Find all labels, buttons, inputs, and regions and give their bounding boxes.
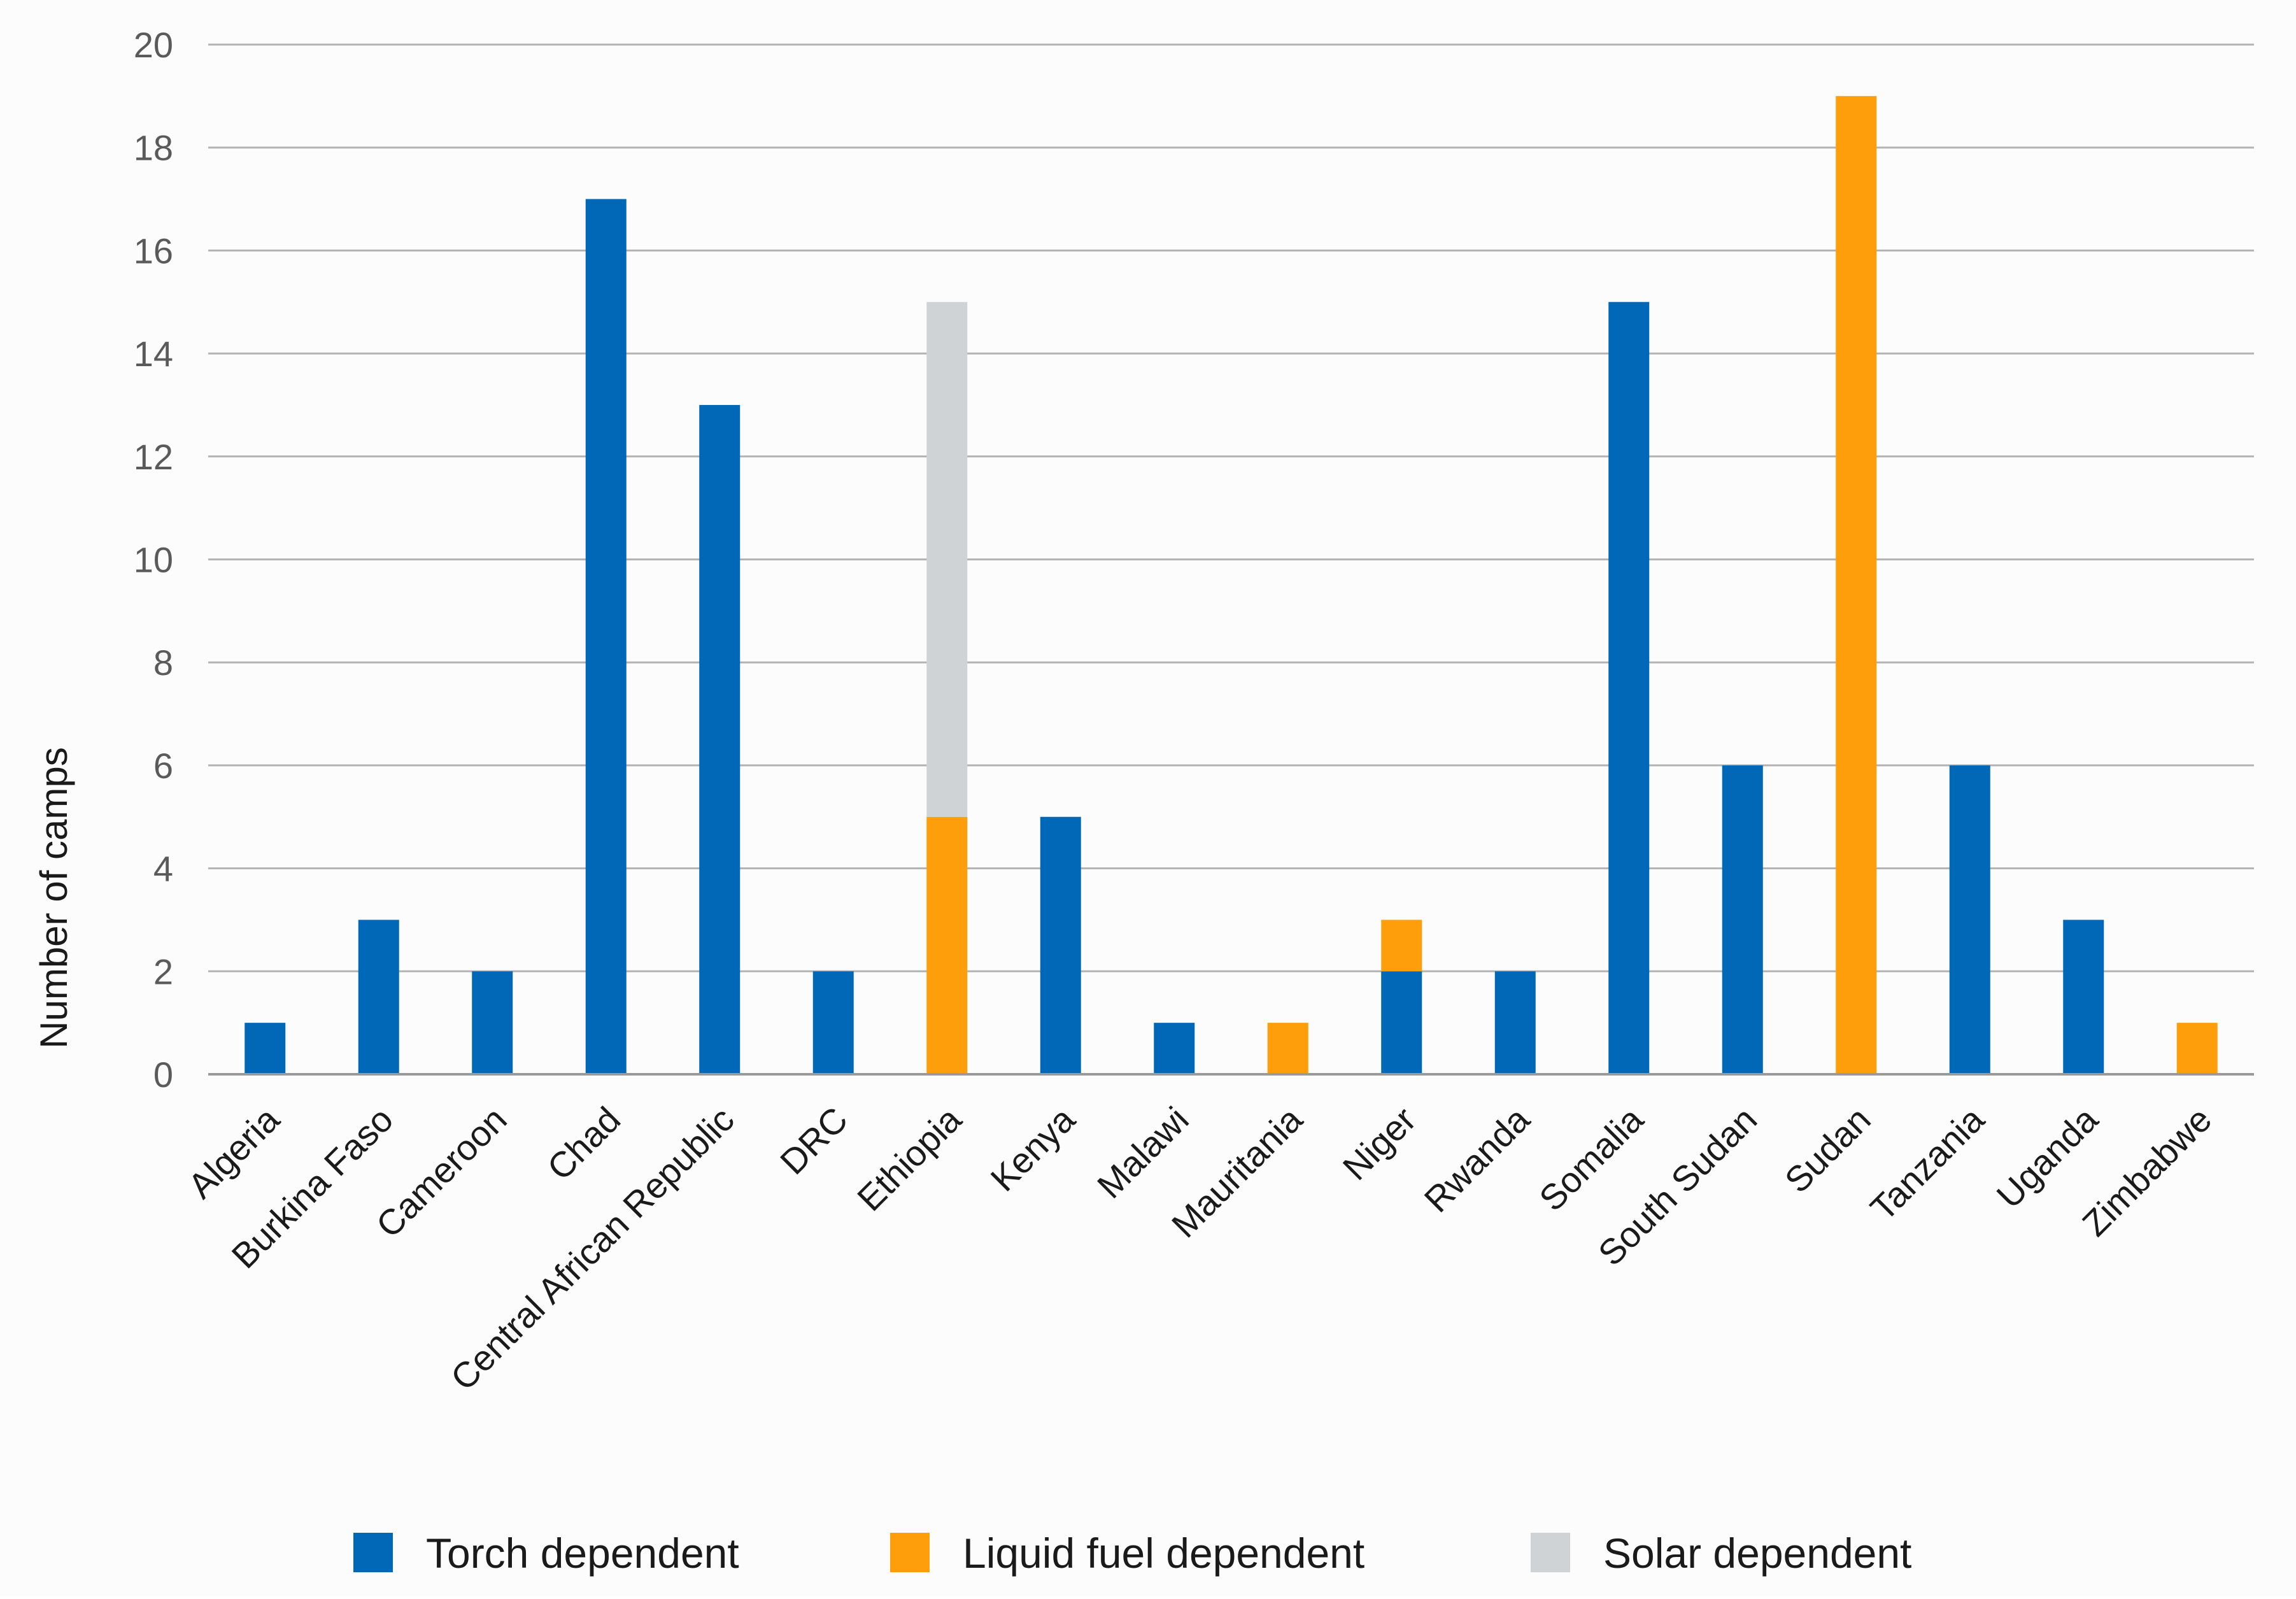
bar-segment	[1381, 971, 1422, 1074]
bar-segment	[244, 1023, 286, 1074]
bar-segment	[358, 920, 399, 1074]
bar-segment	[1040, 816, 1081, 1074]
legend-label: Liquid fuel dependent	[963, 1530, 1364, 1577]
x-category-label: Chad	[539, 1099, 628, 1188]
bar-segment	[585, 199, 627, 1074]
bar-segment	[699, 404, 741, 1075]
bar-segment	[926, 302, 968, 817]
y-tick-label: 14	[134, 334, 173, 374]
bar-segment	[1949, 765, 1990, 1074]
bar-segment	[1836, 96, 1877, 1075]
x-category-label: Somalia	[1531, 1098, 1651, 1218]
legend: Torch dependent Liquid fuel dependent Sola…	[353, 1530, 1911, 1577]
legend-label: Torch dependent	[426, 1530, 739, 1577]
y-tick-label: 10	[134, 540, 173, 580]
y-tick-label: 20	[134, 25, 173, 65]
legend-swatch	[1531, 1533, 1570, 1572]
x-category-label: Uganda	[1988, 1098, 2106, 1216]
y-tick-label: 6	[153, 746, 173, 786]
y-axis-title: Number of camps	[32, 747, 75, 1049]
gridlines	[208, 43, 2254, 972]
bar-segment	[1722, 765, 1763, 1074]
bar-segment	[2063, 920, 2104, 1074]
x-category-label: Tanzania	[1862, 1098, 1992, 1228]
legend-swatch	[890, 1533, 930, 1572]
y-axis-ticks: 0 2 4 6 8 10 12 14 16 18 20	[134, 25, 173, 1095]
x-category-label: Niger	[1335, 1099, 1424, 1188]
bar-segment	[1608, 302, 1650, 1074]
x-category-label: Algeria	[180, 1098, 287, 1205]
bar-segment	[1154, 1023, 1195, 1074]
y-tick-label: 8	[153, 643, 173, 683]
x-category-label: Rwanda	[1416, 1098, 1537, 1219]
bar-segment	[472, 971, 513, 1074]
y-tick-label: 4	[153, 849, 173, 889]
y-tick-label: 12	[134, 437, 173, 477]
legend-swatch	[353, 1533, 393, 1572]
y-tick-label: 0	[153, 1055, 173, 1095]
x-category-label: DRC	[772, 1099, 855, 1182]
bar-segment	[1267, 1023, 1308, 1074]
bar-segment	[2176, 1023, 2218, 1074]
legend-label: Solar dependent	[1603, 1530, 1911, 1577]
x-category-label: Ethiopia	[849, 1098, 969, 1218]
bars	[244, 96, 2218, 1075]
bar-segment	[812, 971, 854, 1074]
bar-segment	[926, 816, 968, 1074]
x-category-label: Kenya	[982, 1098, 1082, 1198]
bar-segment	[1381, 920, 1422, 972]
x-category-label: Sudan	[1777, 1099, 1878, 1200]
y-tick-label: 18	[134, 128, 173, 168]
y-tick-label: 2	[153, 951, 173, 991]
bar-segment	[1494, 971, 1536, 1074]
y-tick-label: 16	[134, 231, 173, 271]
x-category-label: Malawi	[1089, 1099, 1196, 1206]
